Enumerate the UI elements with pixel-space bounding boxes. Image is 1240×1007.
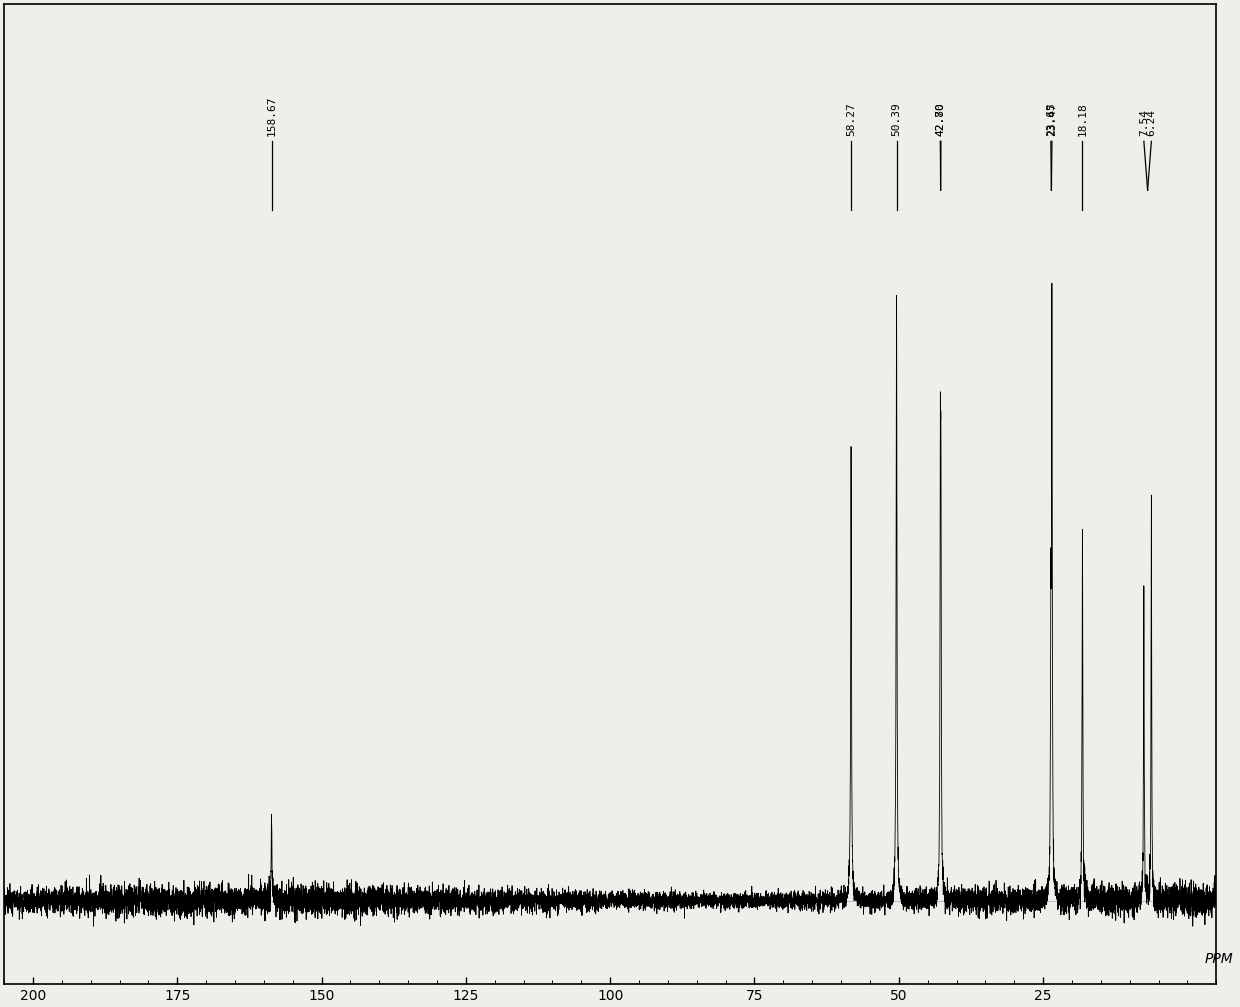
Text: 6.24: 6.24 <box>1146 110 1157 136</box>
Text: 42.70: 42.70 <box>936 103 946 136</box>
Text: 18.18: 18.18 <box>1078 103 1087 136</box>
Text: 42.80: 42.80 <box>935 103 945 136</box>
Text: 58.27: 58.27 <box>846 103 856 136</box>
Text: 23.65: 23.65 <box>1045 103 1056 136</box>
Text: 50.39: 50.39 <box>892 103 901 136</box>
Text: 7.54: 7.54 <box>1138 110 1148 136</box>
Text: PPM: PPM <box>1205 953 1234 967</box>
Text: 158.67: 158.67 <box>267 96 277 136</box>
Text: 23.47: 23.47 <box>1047 103 1056 136</box>
